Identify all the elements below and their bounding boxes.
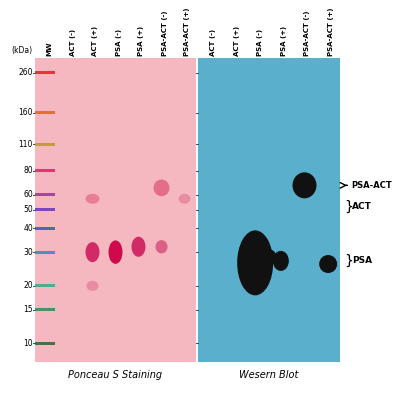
Text: PSA (-): PSA (-) [115,29,121,56]
Text: ACT (-): ACT (-) [210,29,216,56]
Bar [35,193,55,196]
Text: PSA (+): PSA (+) [281,26,287,56]
Text: Wesern Blot: Wesern Blot [239,370,298,380]
Ellipse shape [178,194,191,204]
Ellipse shape [273,251,289,271]
Text: 260: 260 [18,68,33,77]
Text: (kDa): (kDa) [12,46,33,55]
Ellipse shape [131,237,146,257]
Text: 30: 30 [23,248,33,257]
Text: PSA-ACT (-): PSA-ACT (-) [162,10,168,56]
Ellipse shape [154,180,170,196]
Ellipse shape [156,240,168,254]
Bar [35,169,55,172]
Ellipse shape [258,249,276,263]
Bar [35,227,55,230]
Text: MW: MW [47,41,53,56]
Text: PSA: PSA [352,256,372,265]
Text: 110: 110 [19,140,33,149]
Bar [35,143,55,146]
Text: PSA-ACT (+): PSA-ACT (+) [185,8,191,56]
Ellipse shape [86,281,98,291]
Text: ACT: ACT [352,202,372,211]
Ellipse shape [293,172,316,198]
Text: }: } [344,254,353,268]
Text: 20: 20 [23,281,33,290]
Bar [35,112,55,114]
Text: ACT (+): ACT (+) [92,26,98,56]
Text: 60: 60 [23,190,33,199]
Text: PSA-ACT: PSA-ACT [351,181,392,190]
Text: Ponceau S Staining: Ponceau S Staining [68,370,162,380]
Text: PSA (-): PSA (-) [257,29,263,56]
Bar [35,251,55,254]
Text: }: } [344,200,353,214]
Bar [35,284,55,287]
Ellipse shape [109,240,123,264]
Ellipse shape [237,230,273,295]
Ellipse shape [319,255,337,273]
Text: PSA-ACT (+): PSA-ACT (+) [328,8,334,56]
Text: ACT (+): ACT (+) [234,26,240,56]
Text: 15: 15 [23,305,33,314]
Bar [198,58,340,362]
Text: ACT (-): ACT (-) [70,29,76,56]
Text: PSA-ACT (-): PSA-ACT (-) [304,10,310,56]
Bar [35,71,55,74]
Bar [35,342,55,345]
Text: 80: 80 [23,166,33,175]
Text: 40: 40 [23,224,33,233]
Bar [35,208,55,211]
Bar [35,308,55,311]
Bar [35,58,196,362]
Text: 50: 50 [23,205,33,214]
Ellipse shape [86,194,100,204]
Ellipse shape [86,242,100,262]
Text: 160: 160 [18,108,33,118]
Text: PSA (+): PSA (+) [139,26,144,56]
Text: 10: 10 [23,339,33,348]
